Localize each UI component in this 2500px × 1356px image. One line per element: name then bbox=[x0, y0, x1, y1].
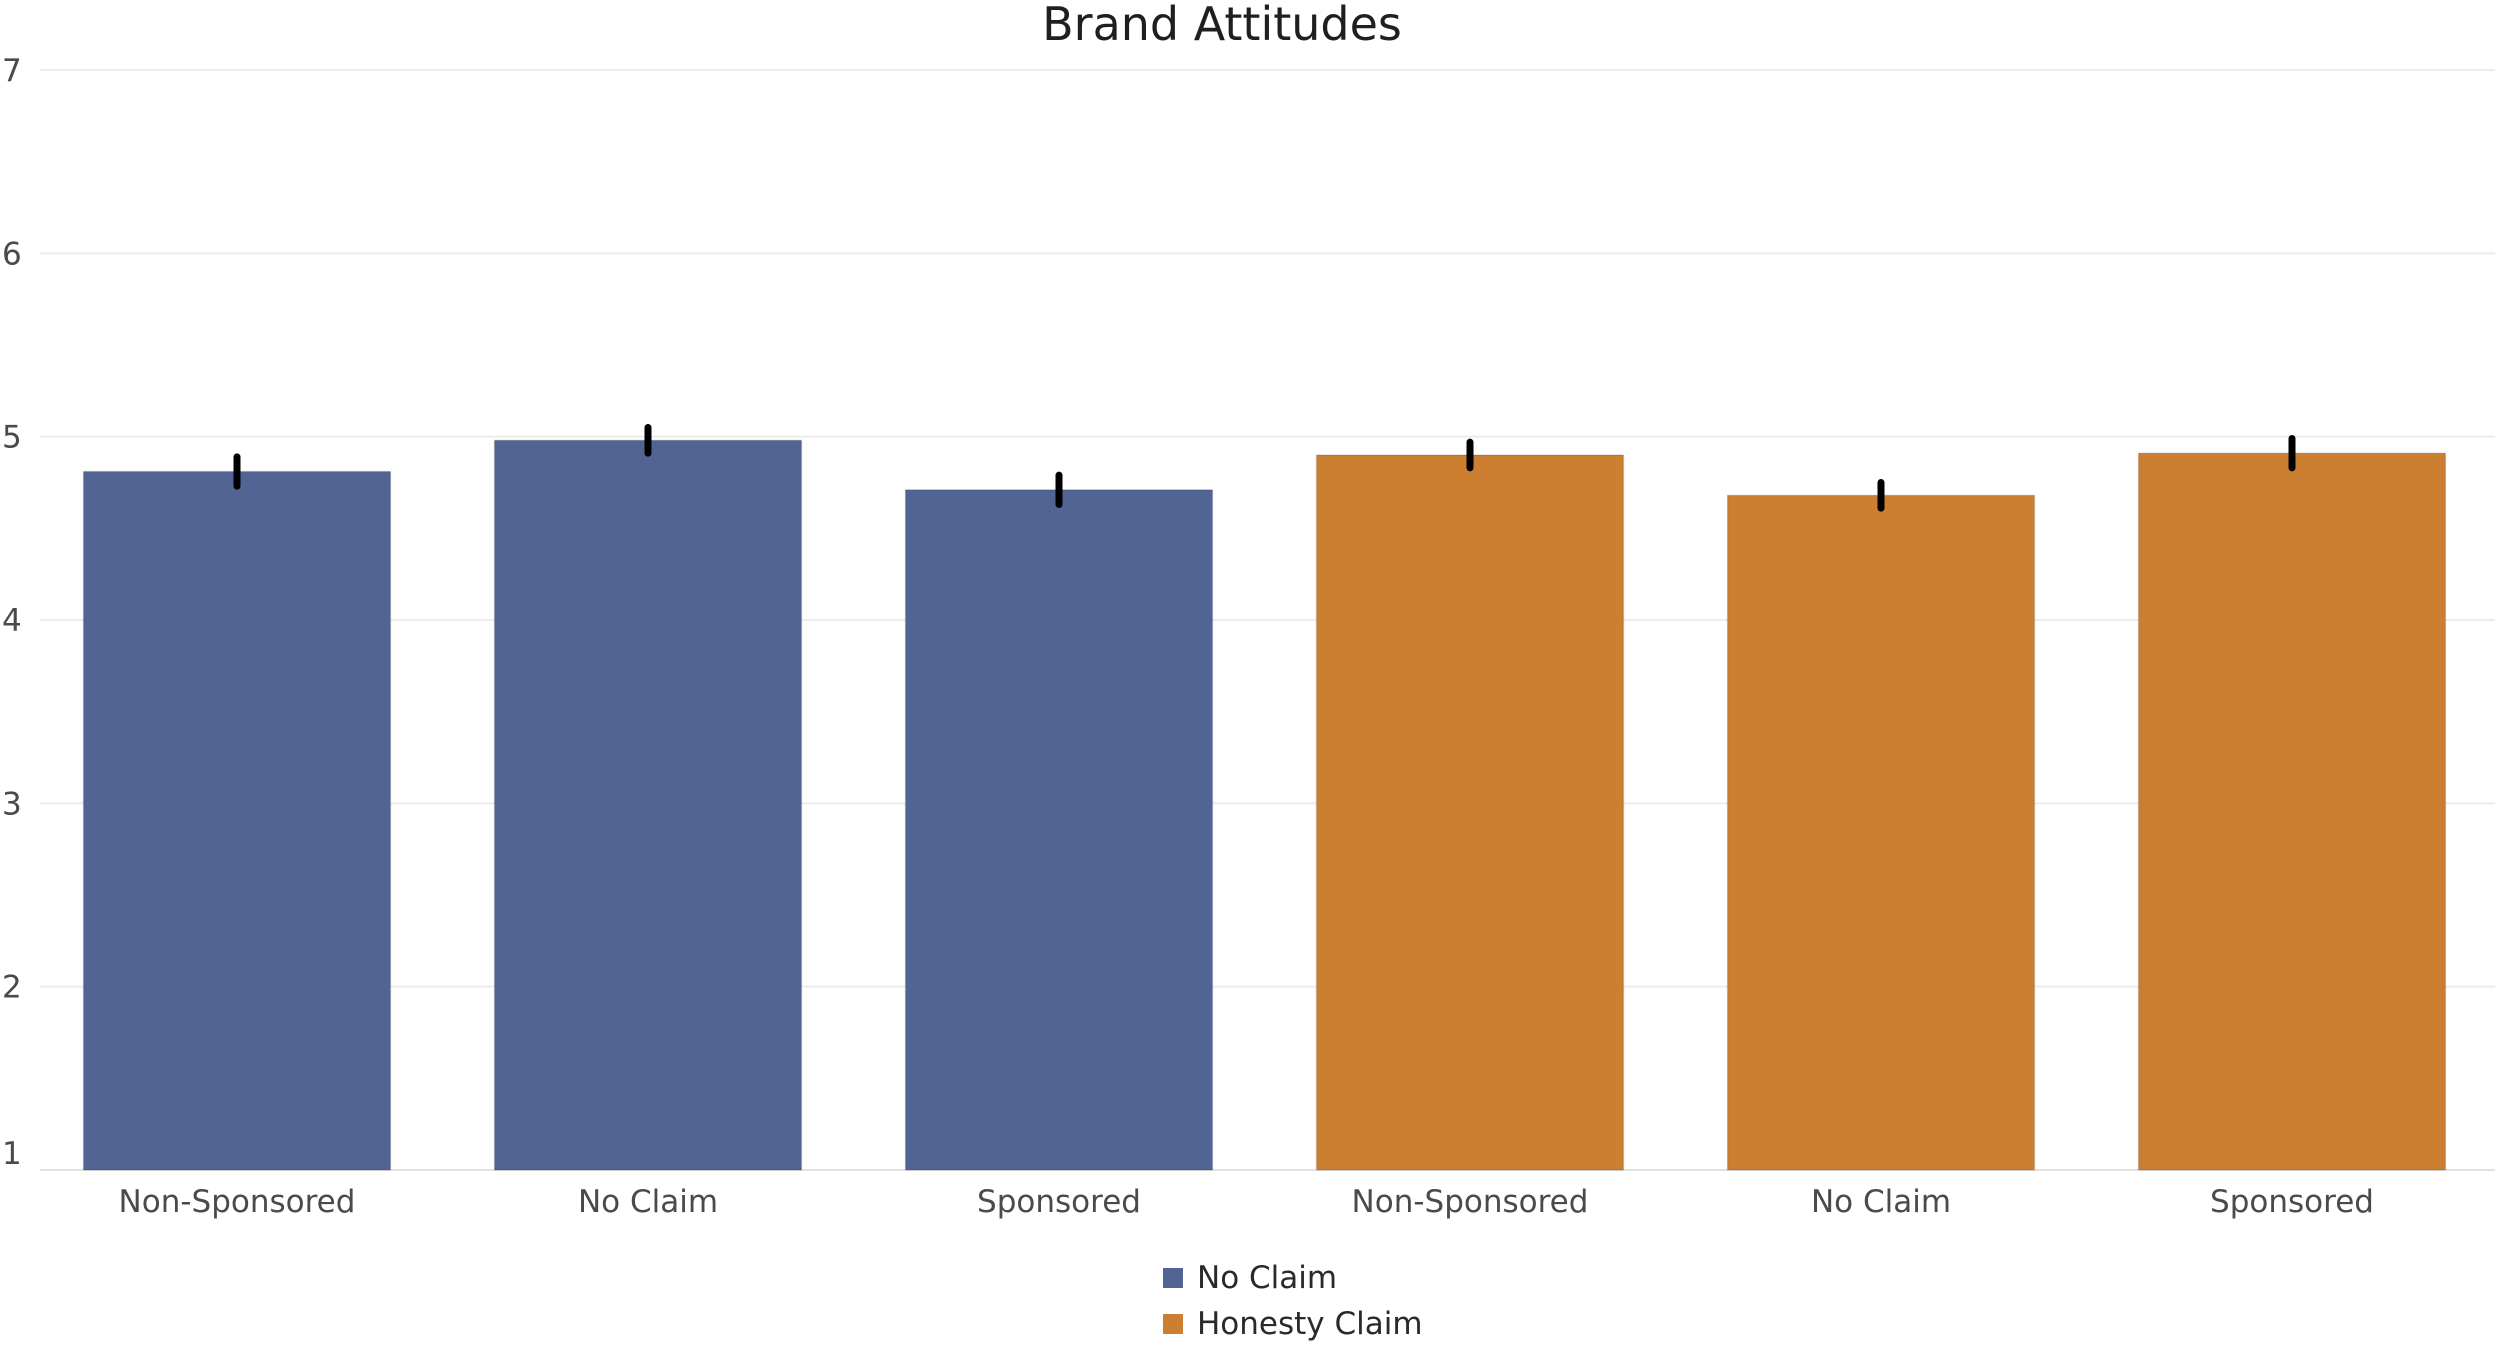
y-tick-label: 6 bbox=[2, 236, 22, 272]
y-tick-label: 5 bbox=[2, 420, 22, 456]
x-axis-ticks: Non-Sponsored No Claim Sponsored Non-Sponso… bbox=[119, 1184, 2374, 1220]
bar bbox=[493, 439, 803, 1171]
x-tick-label: No Claim bbox=[1811, 1184, 1951, 1220]
legend-label: No Claim bbox=[1197, 1260, 1337, 1296]
legend-item: Honesty Claim bbox=[1163, 1306, 1423, 1342]
y-tick-label: 2 bbox=[2, 970, 22, 1006]
y-tick-label: 3 bbox=[2, 786, 22, 822]
y-tick-label: 4 bbox=[2, 603, 22, 639]
x-tick-label: Sponsored bbox=[2210, 1184, 2374, 1220]
x-tick-label: Non-Sponsored bbox=[119, 1184, 356, 1220]
error-bar-layer bbox=[233, 424, 2296, 512]
bar bbox=[82, 470, 392, 1171]
y-tick-label: 1 bbox=[2, 1136, 22, 1172]
bar bbox=[1726, 494, 2036, 1171]
bar bbox=[904, 489, 1214, 1171]
legend-label: Honesty Claim bbox=[1197, 1306, 1423, 1342]
y-tick-label: 7 bbox=[2, 53, 22, 89]
x-tick-label: Sponsored bbox=[977, 1184, 1141, 1220]
grid-layer bbox=[40, 69, 2495, 1171]
chart-title: Brand Attitudes bbox=[1042, 0, 1402, 51]
bar bbox=[1315, 454, 1625, 1171]
bar bbox=[2137, 452, 2447, 1171]
legend-swatch bbox=[1163, 1268, 1183, 1288]
legend-item: No Claim bbox=[1163, 1260, 1337, 1296]
x-tick-label: No Claim bbox=[578, 1184, 718, 1220]
legend: No Claim Honesty Claim bbox=[1163, 1260, 1423, 1342]
y-axis-ticks: 1 2 3 4 5 6 7 bbox=[2, 53, 22, 1172]
bar-layer bbox=[82, 439, 2447, 1171]
legend-swatch bbox=[1163, 1314, 1183, 1334]
x-tick-label: Non-Sponsored bbox=[1352, 1184, 1589, 1220]
